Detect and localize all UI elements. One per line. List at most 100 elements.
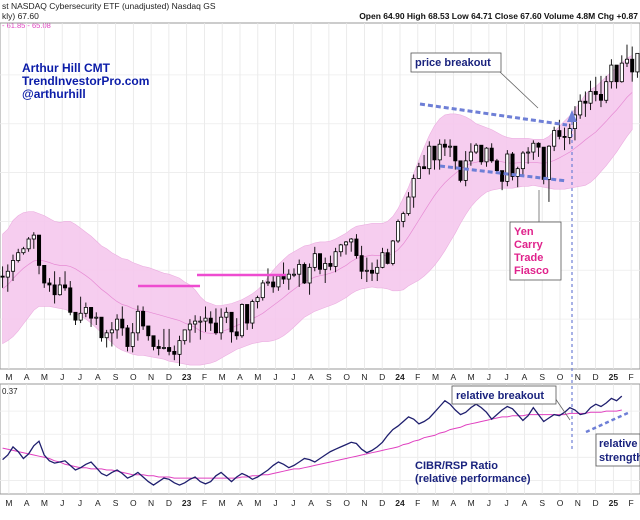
candle-body (552, 130, 557, 147)
relative-strength-line-1: relative (599, 438, 638, 450)
candle-body (448, 145, 453, 148)
x-tick-label: J (78, 372, 82, 382)
x-tick-label: F (415, 372, 420, 382)
candle-body (281, 275, 286, 280)
candle-body (219, 316, 224, 334)
ratio-subtitle: (relative performance) (415, 473, 531, 485)
x-tick-label: 24 (395, 498, 405, 508)
x-tick-label: F (202, 498, 207, 508)
candle-body (562, 136, 567, 138)
candle-body (614, 64, 619, 83)
ratio-panel-frame (0, 383, 640, 495)
author-name: Arthur Hill CMT (22, 61, 111, 75)
x-tick-label: D (592, 372, 598, 382)
candle-body (245, 304, 250, 324)
x-tick-label: J (60, 372, 64, 382)
candle-body (109, 329, 114, 334)
ratio-line (2, 395, 623, 486)
candle-body (16, 252, 21, 261)
x-tick-label: D (166, 498, 172, 508)
x-tick-label: N (361, 498, 367, 508)
candle-body (229, 311, 234, 333)
candle-body (619, 62, 624, 83)
x-tick-label: J (273, 372, 277, 382)
candle-body (182, 329, 187, 342)
x-tick-label: M (219, 498, 226, 508)
candle-body (588, 91, 593, 104)
candle-body (354, 238, 359, 257)
price-label: kly) 67.60 (2, 11, 39, 21)
candle-body (26, 238, 31, 250)
candle-body (510, 153, 515, 177)
x-tick-label: J (487, 372, 491, 382)
x-tick-label: J (78, 498, 82, 508)
x-tick-label: D (592, 498, 598, 508)
candle-body (286, 273, 291, 280)
x-tick-label: A (95, 498, 101, 508)
candle-body (302, 264, 307, 284)
x-tick-label: A (450, 372, 456, 382)
x-tick-label: S (539, 498, 545, 508)
candle-body (208, 317, 213, 324)
candle-body (104, 332, 109, 339)
candle-body (94, 316, 99, 319)
ratio-title: CIBR/RSP Ratio (415, 460, 498, 472)
candle-body (73, 311, 78, 321)
overlays (138, 71, 631, 450)
price-breakout-box (410, 52, 502, 73)
candle-body (624, 58, 630, 64)
x-tick-label: 25 (609, 498, 619, 508)
candle-body (31, 234, 36, 240)
band-fill (2, 54, 633, 366)
candle-body (57, 284, 62, 296)
candle-body (390, 240, 395, 264)
candle-body (380, 252, 385, 268)
candle-body (198, 320, 203, 323)
lower-trendline (439, 164, 568, 183)
candle-body (328, 263, 333, 267)
candle-body (583, 100, 588, 104)
candle-body (458, 160, 463, 181)
candle-body (541, 146, 546, 180)
candle-body (359, 255, 364, 272)
candle-body (375, 266, 380, 274)
candle-body (526, 151, 531, 154)
candle-body (99, 316, 104, 339)
candle-body (536, 142, 541, 148)
candle-body (193, 320, 198, 325)
chart-title: st NASDAQ Cybersecurity ETF (unadjusted)… (2, 1, 216, 11)
candle-body (500, 170, 505, 182)
candle-body (47, 282, 52, 286)
x-tick-label: 23 (182, 372, 192, 382)
candle-body (260, 282, 265, 299)
relative-breakout-pointer (554, 397, 571, 421)
candle-body (468, 151, 473, 162)
x-tick-label: 23 (182, 498, 192, 508)
candle-body (531, 142, 536, 153)
band-middle (2, 92, 633, 334)
x-tick-label: S (539, 372, 545, 382)
event-box (509, 221, 562, 281)
candle-body (297, 264, 302, 275)
candle-body (146, 325, 151, 337)
candle-body (172, 350, 177, 355)
candle-body (265, 281, 270, 284)
candle-body (21, 248, 26, 254)
candle-body (5, 270, 10, 278)
event-line-1: Yen (514, 226, 534, 238)
x-tick-label: A (522, 498, 528, 508)
candle-body (505, 153, 510, 182)
candle-body (0, 275, 5, 278)
candle-body (333, 251, 338, 267)
bollinger-bands (2, 54, 633, 366)
candle-body (422, 166, 427, 170)
author-site: TrendInvestorPro.com (22, 74, 149, 88)
quote-line: Open 64.90 High 68.53 Low 64.71 Close 67… (359, 11, 638, 21)
x-tick-label: M (254, 498, 261, 508)
x-tick-label: N (361, 372, 367, 382)
candle-body (396, 221, 401, 242)
candle-body (437, 143, 442, 161)
candle-body (276, 275, 281, 288)
candle-body (89, 307, 94, 319)
candle-body (271, 281, 276, 288)
